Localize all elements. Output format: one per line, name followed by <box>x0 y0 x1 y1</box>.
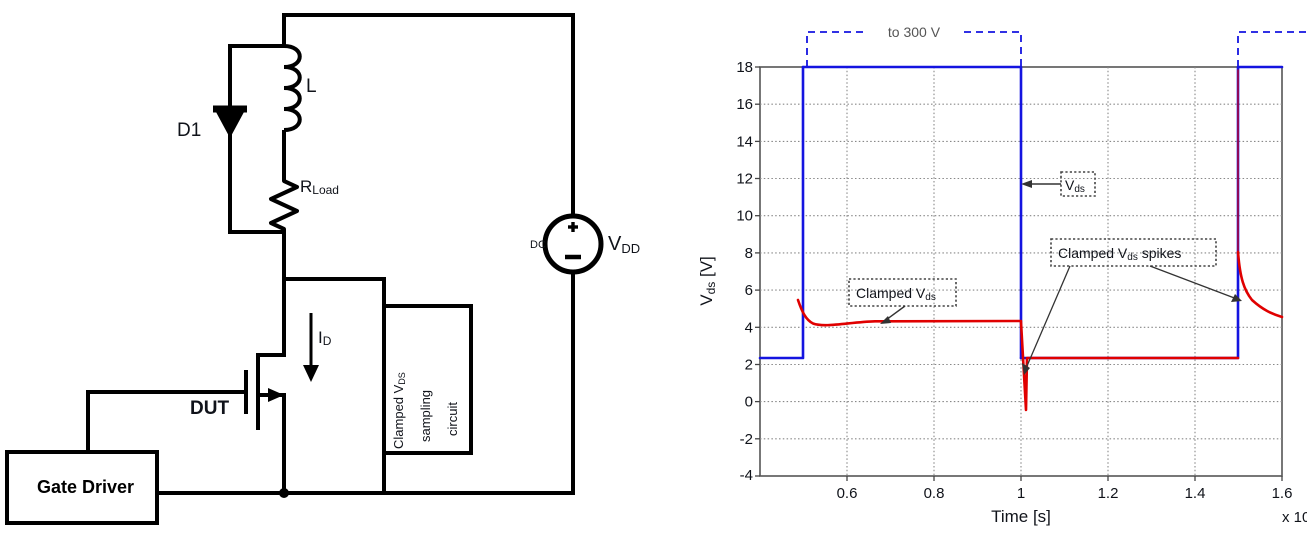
svg-text:ID: ID <box>318 328 332 348</box>
svg-text:0.8: 0.8 <box>924 485 945 502</box>
svg-text:DUT: DUT <box>190 398 229 419</box>
svg-text:2: 2 <box>745 357 753 374</box>
svg-text:1.2: 1.2 <box>1098 485 1119 502</box>
svg-text:16: 16 <box>736 96 753 113</box>
svg-text:Vds [V]: Vds [V] <box>697 256 718 306</box>
svg-text:12: 12 <box>736 171 753 188</box>
svg-text:8: 8 <box>745 245 753 262</box>
svg-text:1: 1 <box>1017 485 1025 502</box>
svg-text:10: 10 <box>736 208 753 225</box>
svg-text:Gate Driver: Gate Driver <box>37 477 134 497</box>
svg-text:VDD: VDD <box>608 233 640 256</box>
svg-text:x 10-5: x 10-5 <box>1282 508 1307 526</box>
svg-text:1.6: 1.6 <box>1272 485 1293 502</box>
svg-text:L: L <box>306 76 317 97</box>
svg-text:-2: -2 <box>740 431 753 448</box>
svg-text:sampling: sampling <box>418 390 433 442</box>
svg-text:Clamped Vds spikes: Clamped Vds spikes <box>1058 245 1181 263</box>
svg-text:to 300 V: to 300 V <box>888 24 941 40</box>
svg-text:18: 18 <box>736 59 753 76</box>
svg-text:circuit: circuit <box>445 402 460 436</box>
svg-text:Clamped Vds: Clamped Vds <box>856 285 936 303</box>
svg-text:0.6: 0.6 <box>837 485 858 502</box>
svg-text:1.4: 1.4 <box>1185 485 1206 502</box>
svg-text:DC: DC <box>530 239 546 251</box>
svg-text:-4: -4 <box>740 467 753 484</box>
svg-text:Time [s]: Time [s] <box>991 507 1051 526</box>
svg-text:14: 14 <box>736 133 753 150</box>
svg-text:D1: D1 <box>177 120 201 141</box>
svg-text:RLoad: RLoad <box>300 177 339 197</box>
svg-text:6: 6 <box>745 282 753 299</box>
svg-text:4: 4 <box>745 319 753 336</box>
svg-text:0: 0 <box>745 394 753 411</box>
